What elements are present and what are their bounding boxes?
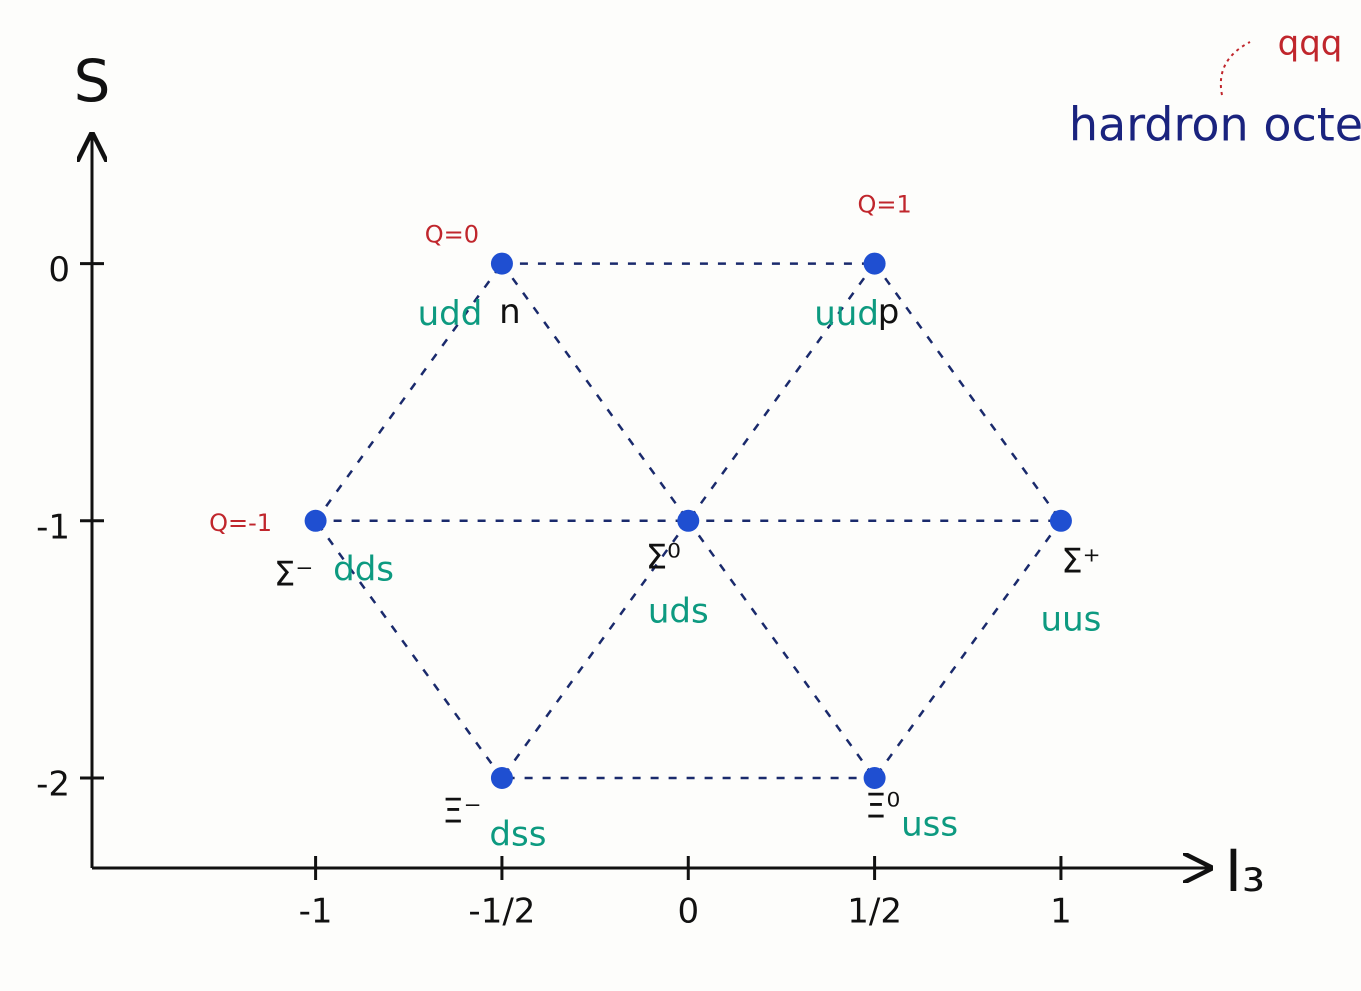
particle-name: n — [499, 292, 521, 332]
annotation: hardron octet — [1069, 98, 1361, 152]
annotation-note: qqq — [1278, 24, 1343, 64]
particle-name: Σ⁺ — [1061, 541, 1100, 581]
connector — [873, 520, 1062, 779]
point — [490, 766, 513, 789]
point — [677, 509, 700, 532]
quark-content: dds — [333, 549, 394, 589]
charge-label: Q=-1 — [209, 509, 272, 537]
y-tick-label: -1 — [36, 507, 70, 547]
particle-name: Σ⁻ — [274, 554, 313, 594]
x-tick-label: -1 — [299, 892, 333, 932]
quark-content: udd — [418, 294, 483, 334]
connector — [500, 262, 690, 522]
quark-content: uud — [814, 294, 879, 334]
point — [490, 252, 513, 275]
quark-content: uus — [1041, 599, 1102, 639]
y-tick-label: -2 — [36, 764, 70, 804]
x-tick-label: 0 — [677, 892, 699, 932]
point — [1049, 509, 1072, 532]
y-axis-label: S — [74, 47, 111, 115]
point — [863, 766, 886, 789]
quark-content: dss — [489, 814, 546, 854]
charge-label: Q=1 — [857, 191, 911, 219]
note-arrow — [1219, 41, 1251, 96]
particle-name: Ξ⁰ — [865, 786, 900, 826]
quark-content: uss — [901, 804, 958, 844]
particle-name: Ξ⁻ — [442, 791, 481, 831]
charge-label: Q=0 — [425, 221, 479, 249]
particle-name: p — [878, 292, 900, 332]
x-tick-label: -1/2 — [468, 892, 535, 932]
x-tick-label: 1 — [1050, 892, 1072, 932]
point — [863, 252, 886, 275]
x-tick-label: 1/2 — [847, 892, 902, 932]
point — [304, 509, 327, 532]
quark-content: uds — [648, 591, 709, 631]
x-axis-label: I₃ — [1225, 837, 1265, 905]
particle-name: Σ⁰ — [646, 537, 681, 577]
connector — [687, 520, 876, 779]
y-tick-label: 0 — [48, 250, 70, 290]
connector — [873, 262, 1062, 522]
